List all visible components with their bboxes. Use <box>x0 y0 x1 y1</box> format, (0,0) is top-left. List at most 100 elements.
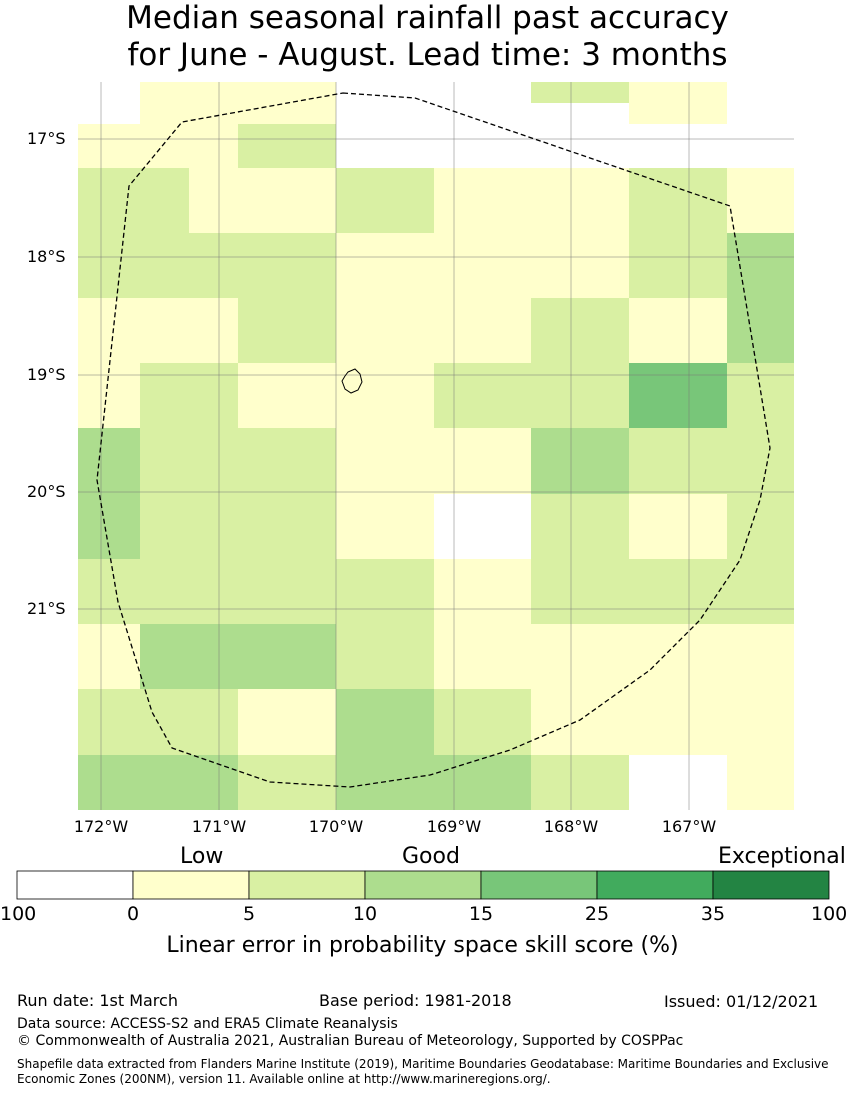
lon-label-168w: 168°W <box>543 817 599 836</box>
skill-cell <box>140 494 189 559</box>
skill-cell <box>78 124 140 168</box>
skill-cell <box>434 689 482 755</box>
colorbar-tick-label: 25 <box>584 903 610 925</box>
skill-cell <box>385 428 434 494</box>
skill-cell <box>482 428 531 494</box>
skill-cell <box>434 233 482 298</box>
skill-cell <box>287 103 336 124</box>
skill-cell <box>580 82 629 103</box>
skill-cell <box>482 103 531 124</box>
skill-cell <box>580 363 629 428</box>
colorbar-tick-label: 35 <box>700 903 726 925</box>
skill-cell <box>385 559 434 624</box>
lat-label-19s: 19°S <box>27 365 66 384</box>
shapefile-credit: Shapefile data extracted from Flanders M… <box>17 1057 829 1086</box>
skill-cell <box>238 298 287 363</box>
skill-grid <box>78 82 794 810</box>
skill-cell <box>140 168 189 233</box>
skill-cell <box>434 82 482 103</box>
skill-cell <box>678 428 727 494</box>
colorbar-tick-label: 15 <box>468 903 494 925</box>
skill-cell <box>287 624 336 689</box>
skill-cell <box>482 233 531 298</box>
skill-cell <box>287 494 336 559</box>
skill-cell <box>336 559 385 624</box>
skill-cell <box>482 559 531 624</box>
skill-cell <box>727 624 794 689</box>
map-title: Median seasonal rainfall past accuracy f… <box>0 0 855 74</box>
skill-cell <box>385 103 434 124</box>
skill-cell <box>629 689 678 755</box>
skill-cell <box>140 103 189 124</box>
skill-cell <box>580 168 629 233</box>
skill-cell <box>434 103 482 124</box>
skill-cell <box>678 755 727 810</box>
skill-cell <box>140 624 189 689</box>
skill-cell <box>189 624 238 689</box>
skill-cell <box>531 363 580 428</box>
data-source: Data source: ACCESS-S2 and ERA5 Climate … <box>17 1016 398 1032</box>
skill-cell <box>727 233 794 298</box>
skill-cell <box>189 689 238 755</box>
skill-cell <box>580 298 629 363</box>
skill-cell <box>78 298 140 363</box>
colorbar-tick-label: 0 <box>126 903 140 925</box>
skill-cell <box>287 755 336 810</box>
skill-cell <box>482 494 531 559</box>
colorbar-title: Linear error in probability space skill … <box>166 933 679 958</box>
skill-cell <box>189 168 238 233</box>
skill-cell <box>629 298 678 363</box>
skill-cell <box>434 428 482 494</box>
skill-cell <box>336 168 385 233</box>
skill-cell <box>385 363 434 428</box>
skill-cell <box>238 363 287 428</box>
legend-category-low: Low <box>180 844 224 869</box>
skill-cell <box>629 82 678 103</box>
skill-cell <box>580 689 629 755</box>
skill-cell <box>482 689 531 755</box>
skill-cell <box>238 103 287 124</box>
skill-cell <box>678 103 727 124</box>
skill-cell <box>189 82 238 103</box>
skill-cell <box>678 689 727 755</box>
skill-cell <box>78 103 140 124</box>
skill-cell <box>434 559 482 624</box>
skill-cell <box>238 559 287 624</box>
skill-cell <box>629 559 678 624</box>
skill-cell <box>140 363 189 428</box>
skill-cell <box>727 559 794 624</box>
skill-cell <box>580 494 629 559</box>
colorbar-segment <box>364 870 482 900</box>
issued-date: Issued: 01/12/2021 <box>664 992 819 1011</box>
skill-cell <box>629 103 678 124</box>
skill-cell <box>580 755 629 810</box>
skill-cell <box>727 755 794 810</box>
skill-cell <box>629 494 678 559</box>
skill-cell <box>482 298 531 363</box>
skill-cell <box>78 168 140 233</box>
skill-cell <box>434 624 482 689</box>
lat-label-17s: 17°S <box>27 129 66 148</box>
skill-cell <box>531 103 580 124</box>
skill-cell <box>78 755 140 810</box>
skill-cell <box>678 124 727 168</box>
skill-cell <box>531 559 580 624</box>
skill-cell <box>78 82 140 103</box>
lon-label-169w: 169°W <box>426 817 482 836</box>
skill-cell <box>189 233 238 298</box>
skill-cell <box>78 689 140 755</box>
skill-cell <box>385 755 434 810</box>
skill-cell <box>336 363 385 428</box>
skill-cell <box>238 428 287 494</box>
skill-cell <box>238 82 287 103</box>
skill-cell <box>287 82 336 103</box>
skill-cell <box>434 168 482 233</box>
graticule <box>78 82 794 810</box>
eez-boundary <box>96 92 771 788</box>
skill-cell <box>238 689 287 755</box>
skill-cell <box>482 624 531 689</box>
skill-cell <box>287 168 336 233</box>
skill-cell <box>629 233 678 298</box>
skill-cell <box>727 298 794 363</box>
